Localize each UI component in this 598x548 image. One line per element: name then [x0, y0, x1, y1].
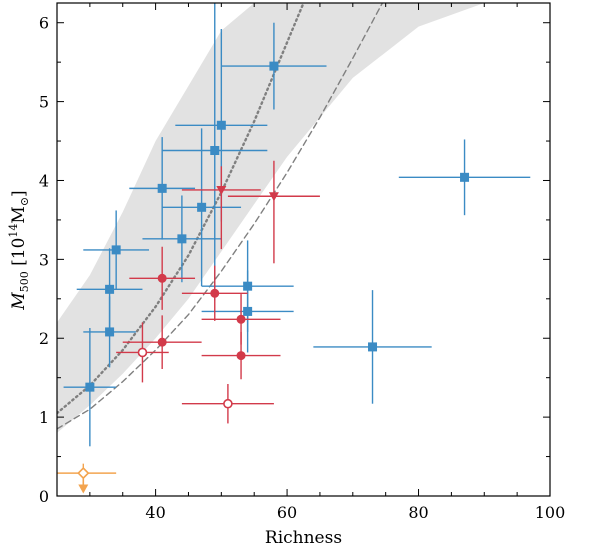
x-tick-label: 40 — [145, 503, 165, 522]
square-marker — [368, 342, 378, 352]
red-circle-point — [122, 315, 202, 370]
y-tick-label: 4 — [39, 171, 49, 190]
y-tick-label: 6 — [39, 14, 49, 33]
x-tick-label: 80 — [408, 503, 428, 522]
blue-square-point — [142, 195, 222, 283]
circle-marker — [236, 314, 246, 324]
blue-square-point — [162, 128, 242, 287]
blue-square-point — [162, 3, 268, 301]
red-open-circle-point — [181, 383, 274, 424]
circle-marker — [157, 337, 167, 347]
open-circle-marker — [223, 398, 233, 409]
orange-open-diamond-upper-limit-point — [57, 463, 117, 494]
triangle-down-marker — [268, 192, 279, 202]
square-marker — [105, 284, 115, 294]
square-marker — [210, 146, 220, 156]
square-marker — [177, 234, 187, 244]
dashed-relation-line — [57, 3, 384, 430]
y-tick-label: 3 — [39, 250, 49, 269]
axis-ticks-layer: 40 60 80 100 0 1 2 3 4 5 6 — [39, 3, 565, 522]
x-tick-label: 100 — [535, 503, 566, 522]
x-tick-label: 60 — [277, 503, 297, 522]
blue-square-point — [129, 137, 196, 240]
circle-marker — [157, 273, 167, 283]
confidence-band — [57, 3, 550, 433]
triangle-down-marker — [216, 185, 227, 195]
square-marker — [216, 120, 226, 130]
open-circle-marker — [137, 347, 148, 358]
red-circle-point — [201, 331, 281, 380]
x-axis-label: Richness — [265, 528, 342, 548]
data-points-layer — [57, 3, 531, 494]
circle-marker — [210, 288, 220, 298]
square-marker — [105, 327, 115, 337]
blue-square-point — [201, 270, 294, 353]
plot-frame — [56, 2, 551, 497]
square-marker — [269, 61, 279, 71]
y-tick-label: 1 — [39, 408, 49, 427]
confidence-band-layer — [57, 3, 550, 433]
red-open-circle-point — [116, 322, 169, 383]
y-tick-label: 5 — [39, 93, 49, 112]
square-marker — [243, 306, 253, 316]
open-diamond-marker — [77, 466, 90, 480]
dotted-relation-line — [57, 3, 305, 415]
red-triangle-down-point — [227, 160, 320, 264]
red-circle-point — [129, 246, 196, 310]
blue-square-point — [398, 139, 531, 216]
y-axis-label: M500 [1014M⊙] — [7, 190, 31, 310]
blue-square-point — [63, 327, 117, 447]
blue-square-point — [221, 22, 327, 110]
square-marker — [157, 183, 167, 193]
upper-limit-arrowhead — [78, 484, 89, 494]
blue-square-point — [313, 290, 432, 404]
square-marker — [111, 245, 121, 255]
blue-square-point — [83, 210, 150, 290]
y-tick-label: 0 — [39, 487, 49, 506]
scaling-relation-layer — [57, 3, 384, 430]
circle-marker — [236, 351, 246, 361]
red-triangle-down-point — [181, 166, 261, 250]
red-circle-point — [181, 265, 248, 321]
blue-square-point — [76, 248, 143, 331]
square-marker — [460, 172, 470, 182]
y-tick-label: 2 — [39, 329, 49, 348]
square-marker — [197, 202, 207, 212]
square-marker — [85, 382, 95, 392]
